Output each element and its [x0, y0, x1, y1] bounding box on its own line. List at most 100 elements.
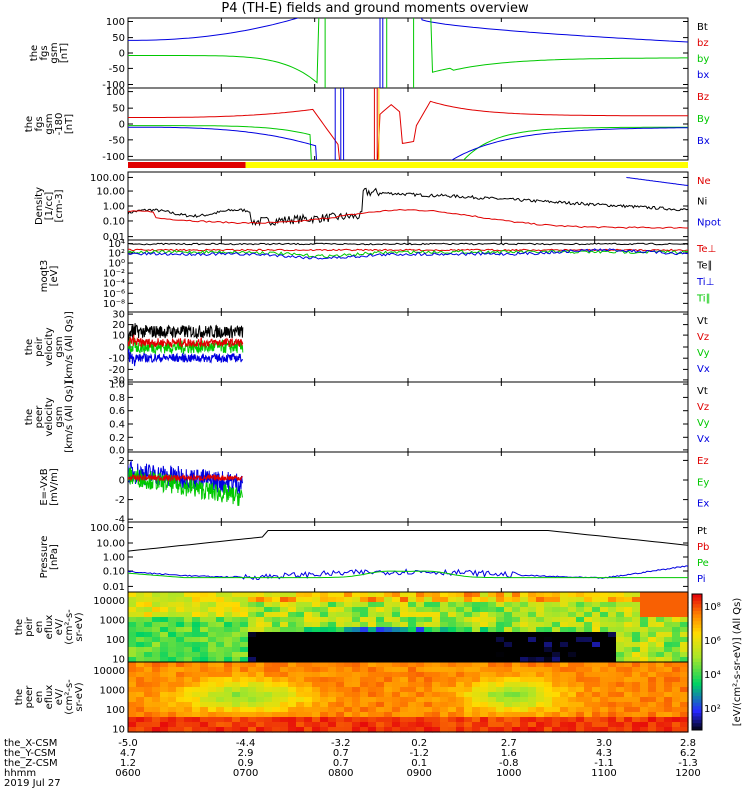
- spectro-cell: [264, 672, 273, 678]
- spectro-cell: [184, 662, 193, 668]
- spectro-cell: [128, 717, 137, 723]
- spectro-cell: [496, 712, 505, 718]
- spectro-cell: [624, 662, 633, 668]
- spectro-cell: [608, 607, 617, 613]
- spectro-cell: [680, 722, 689, 728]
- spectro-cell: [280, 712, 289, 718]
- spectro-cell: [360, 602, 369, 608]
- fgs-dsl-series: [128, 88, 688, 160]
- spectro-cell: [592, 597, 601, 603]
- spectro-cell: [576, 642, 585, 648]
- spectro-cell: [528, 657, 537, 663]
- spectro-cell: [192, 687, 201, 693]
- spectro-cell: [672, 632, 681, 638]
- y-tick-label: 0: [119, 120, 125, 131]
- spectro-cell: [160, 682, 169, 688]
- y-tick-label: 10.00: [96, 187, 125, 198]
- temperature-series: [128, 242, 688, 260]
- spectro-cell: [560, 667, 569, 673]
- spectro-cell: [160, 627, 169, 633]
- spectro-cell: [496, 687, 505, 693]
- spectro-cell: [200, 632, 209, 638]
- spectro-cell: [528, 707, 537, 713]
- spectro-cell: [464, 602, 473, 608]
- spectro-cell: [464, 657, 473, 663]
- spectro-cell: [640, 617, 649, 623]
- spectro-cell: [128, 647, 137, 653]
- spectro-cell: [200, 652, 209, 658]
- y-axis-label: (cm²-s-: [64, 609, 75, 645]
- spectro-cell: [400, 697, 409, 703]
- spectro-cell: [600, 672, 609, 678]
- spectro-cell: [392, 607, 401, 613]
- spectro-cell: [616, 662, 625, 668]
- spectro-cell: [600, 712, 609, 718]
- spectro-cell: [336, 712, 345, 718]
- spectro-cell: [664, 597, 673, 603]
- spectro-cell: [496, 727, 505, 733]
- spectro-cell: [488, 592, 497, 598]
- spectro-cell: [320, 607, 329, 613]
- spectro-cell: [288, 702, 297, 708]
- spectro-cell: [384, 607, 393, 613]
- panel-fgs_dsl: [127, 87, 689, 161]
- panel-peer_vel: [127, 381, 689, 453]
- spectro-cell: [448, 687, 457, 693]
- spectro-cell: [240, 657, 249, 663]
- spectro-cell: [600, 637, 609, 643]
- spectro-cell: [664, 682, 673, 688]
- spectro-cell: [360, 707, 369, 713]
- spectro-cell: [664, 602, 673, 608]
- spectro-cell: [368, 727, 377, 733]
- spectro-cell: [480, 682, 489, 688]
- spectro-cell: [664, 632, 673, 638]
- y-axis-label: peer: [24, 685, 35, 709]
- spectro-cell: [504, 717, 513, 723]
- spectro-cell: [216, 682, 225, 688]
- spectro-cell: [152, 647, 161, 653]
- spectro-cell: [296, 697, 305, 703]
- spectro-cell: [392, 657, 401, 663]
- spectro-cell: [520, 612, 529, 618]
- spectro-cell: [128, 637, 137, 643]
- y-axis-label: gsm: [54, 406, 65, 427]
- spectro-cell: [376, 632, 385, 638]
- spectro-cell: [320, 697, 329, 703]
- spectro-cell: [608, 652, 617, 658]
- spectro-cell: [360, 717, 369, 723]
- y-axis-label: [cm-3]: [54, 189, 65, 222]
- spectro-cell: [456, 597, 465, 603]
- spectro-cell: [656, 682, 665, 688]
- spectro-cell: [368, 662, 377, 668]
- spectro-cell: [424, 687, 433, 693]
- spectro-cell: [144, 627, 153, 633]
- spectro-cell: [680, 702, 689, 708]
- y-tick-label: 10⁻⁴: [103, 279, 125, 290]
- spectro-cell: [216, 607, 225, 613]
- spectro-cell: [208, 727, 217, 733]
- spectro-cell: [240, 692, 249, 698]
- spectro-cell: [176, 617, 185, 623]
- spectro-cell: [584, 647, 593, 653]
- spectro-cell: [600, 692, 609, 698]
- spectro-cell: [640, 662, 649, 668]
- spectro-cell: [392, 672, 401, 678]
- spectro-cell: [432, 717, 441, 723]
- spectro-cell: [288, 607, 297, 613]
- spectro-cell: [168, 607, 177, 613]
- spectro-cell: [552, 622, 561, 628]
- spectro-cell: [232, 627, 241, 633]
- spectro-cell: [248, 607, 257, 613]
- spectro-cell: [472, 602, 481, 608]
- spectro-cell: [656, 712, 665, 718]
- spectro-cell: [664, 722, 673, 728]
- y-axis-label: the: [14, 689, 25, 705]
- spectro-cell: [336, 592, 345, 598]
- spectro-cell: [440, 687, 449, 693]
- spectro-cell: [680, 622, 689, 628]
- spectro-cell: [352, 602, 361, 608]
- spectro-cell: [656, 627, 665, 633]
- spectro-cell: [208, 677, 217, 683]
- spectro-cell: [624, 682, 633, 688]
- legend-vz: Vz: [697, 402, 709, 413]
